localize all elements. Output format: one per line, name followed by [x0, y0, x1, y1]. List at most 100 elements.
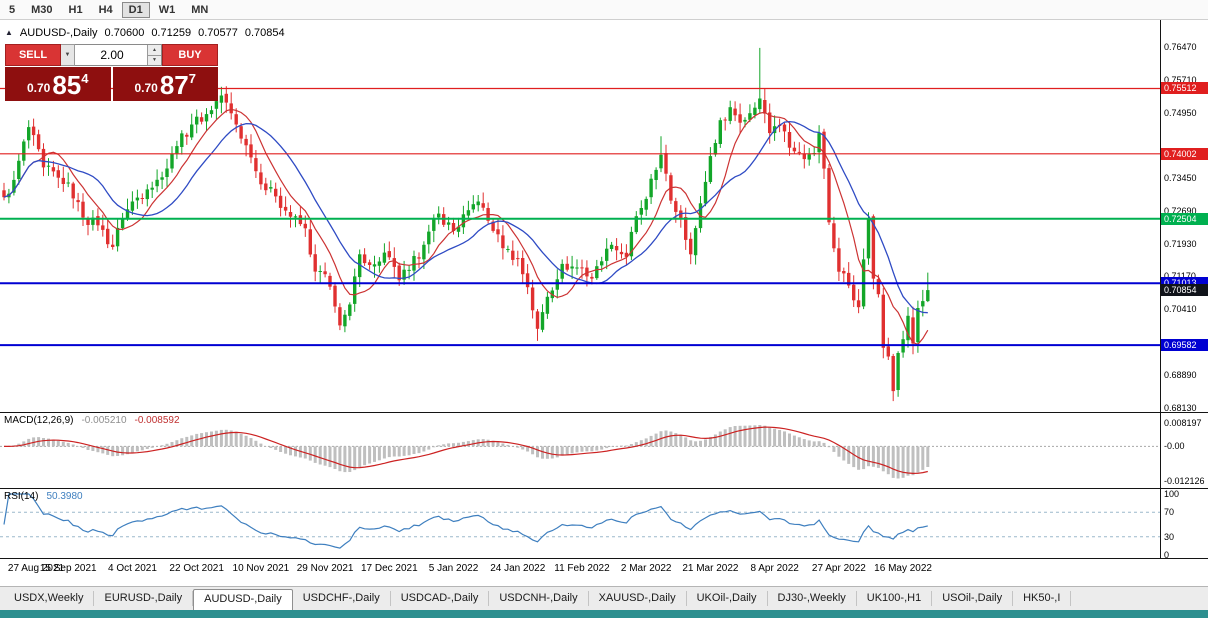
candlestick-plot[interactable] — [0, 20, 1160, 412]
ma-slow-line — [3, 120, 928, 314]
price-tick: 0.71170 — [1164, 271, 1196, 281]
chart-tab-xauusd-daily[interactable]: XAUUSD-,Daily — [589, 591, 687, 606]
price-tick: 0.71930 — [1164, 238, 1197, 249]
chart-tab-usdx-weekly[interactable]: USDX,Weekly — [4, 591, 95, 606]
sell-price-pips: 85 — [52, 70, 82, 100]
sell-button[interactable]: SELL — [5, 44, 61, 66]
macd-histogram — [7, 425, 930, 479]
sell-price-display[interactable]: 0.70 85 4 — [5, 67, 111, 101]
date-label: 29 Nov 2021 — [296, 563, 354, 574]
chart-tab-uk100-h1[interactable]: UK100-,H1 — [857, 591, 933, 606]
bottom-accent-bar — [0, 610, 1208, 618]
close-value: 0.70854 — [244, 27, 285, 39]
price-tick: 0.74950 — [1164, 107, 1197, 118]
macd-plot[interactable] — [0, 413, 1160, 488]
rsi-label: RSI(14) 50.3980 — [4, 491, 83, 502]
price-tick: 0.75710 — [1164, 74, 1197, 85]
date-label: 17 Dec 2021 — [360, 563, 418, 574]
price-tick: 0.70410 — [1164, 304, 1197, 315]
time-axis[interactable]: 27 Aug 2021 15 Sep 2021 4 Oct 2021 22 Oct 2… — [0, 559, 1208, 581]
price-tick: 0.68130 — [1164, 402, 1197, 413]
sell-price-prefix: 0.70 — [26, 81, 51, 95]
price-tick: 0.73450 — [1164, 172, 1197, 183]
date-label: 16 May 2022 — [874, 563, 932, 574]
rsi-plot[interactable] — [0, 489, 1160, 558]
chart-tab-ukoil-daily[interactable]: UKOil-,Daily — [687, 591, 768, 606]
macd-signal-line — [4, 426, 928, 475]
macd-main-value: -0.005210 — [81, 415, 127, 426]
date-label: 2 Mar 2022 — [620, 563, 672, 574]
price-chart-panel[interactable]: ▲ AUDUSD-,Daily 0.70600 0.71259 0.70577 … — [0, 20, 1208, 413]
date-label: 21 Mar 2022 — [682, 563, 739, 574]
rsi-tick: 100 — [1164, 489, 1180, 499]
timeframe-toolbar: 5 M30 H1 H4 D1 W1 MN — [0, 0, 1208, 20]
timeframe-button-H4[interactable]: H4 — [98, 3, 113, 16]
chart-tab-dj30-weekly[interactable]: DJ30-,Weekly — [768, 591, 857, 606]
chart-tab-usoil-daily[interactable]: USOil-,Daily — [932, 591, 1014, 606]
volume-field: ▲ ▼ — [75, 44, 162, 66]
macd-tick: 0.008197 — [1164, 418, 1202, 428]
chart-ohlc-header: ▲ AUDUSD-,Daily 0.70600 0.71259 0.70577 … — [5, 27, 285, 39]
rsi-tick: 0 — [1164, 550, 1170, 560]
macd-panel[interactable]: MACD(12,26,9) -0.005210 -0.008592 0.0081… — [0, 413, 1208, 489]
volume-input[interactable] — [75, 45, 161, 65]
timeframe-button-MN[interactable]: MN — [191, 3, 209, 16]
timeframe-button-M30[interactable]: M30 — [31, 3, 53, 16]
volume-decrement-button[interactable]: ▼ — [148, 55, 161, 65]
date-label: 27 Aug 2021 — [7, 563, 65, 574]
volume-increment-button[interactable]: ▲ — [148, 45, 161, 56]
one-click-trading-widget: SELL ▼ ▲ ▼ BUY 0.70 85 4 0.7 — [5, 44, 218, 101]
chart-tab-audusd-daily[interactable]: AUDUSD-,Daily — [193, 588, 293, 610]
one-click-collapse-icon[interactable]: ▲ — [5, 28, 13, 37]
timeframe-button-D1[interactable]: D1 — [121, 1, 150, 18]
high-value: 0.71259 — [151, 27, 192, 39]
ma-fast-line — [3, 108, 929, 346]
macd-signal-value: -0.008592 — [134, 415, 180, 426]
rsi-line — [3, 493, 928, 549]
buy-price-pips: 87 — [159, 70, 189, 100]
date-label: 11 Feb 2022 — [554, 563, 610, 574]
price-tick: 0.68890 — [1164, 370, 1197, 381]
chart-tab-hk50-i[interactable]: HK50-,I — [1013, 591, 1072, 606]
rsi-panel[interactable]: RSI(14) 50.3980 100 70 30 0 — [0, 489, 1208, 560]
date-label: 5 Jan 2022 — [428, 563, 479, 574]
rsi-tick: 70 — [1164, 507, 1175, 518]
chart-tab-eurusd-daily[interactable]: EURUSD-,Daily — [94, 591, 194, 606]
date-label: 22 Oct 2021 — [169, 563, 224, 574]
rsi-value: 50.3980 — [46, 491, 83, 502]
chevron-down-icon: ▼ — [64, 52, 71, 58]
low-value: 0.70577 — [198, 27, 238, 39]
buy-price-display[interactable]: 0.70 87 7 — [112, 67, 218, 101]
chart-tabs-bar: USDX,Weekly EURUSD-,Daily AUDUSD-,Daily USD… — [0, 586, 1208, 610]
price-axis[interactable]: 0.76470 0.75710 0.74950 0.73450 0.72690 0.719… — [1160, 20, 1208, 413]
date-label: 4 Oct 2021 — [107, 563, 157, 574]
chart-tab-usdcnh-daily[interactable]: USDCNH-,Daily — [489, 591, 589, 606]
price-tick: 0.76470 — [1164, 42, 1197, 52]
macd-name: MACD(12,26,9) — [4, 415, 74, 426]
date-label: 15 Sep 2021 — [39, 563, 97, 574]
level-price-tag: 0.69582 — [1161, 339, 1208, 352]
macd-axis[interactable]: 0.008197 -0.00 -0.012126 — [1160, 413, 1208, 488]
date-label: 8 Apr 2022 — [750, 563, 799, 574]
chart-tab-usdchf-daily[interactable]: USDCHF-,Daily — [293, 591, 391, 606]
date-label: 10 Nov 2021 — [232, 563, 290, 574]
level-price-tag: 0.75512 — [1161, 82, 1208, 95]
rsi-axis[interactable]: 100 70 30 0 — [1160, 489, 1208, 560]
price-tick: 0.72690 — [1164, 205, 1197, 216]
current-price-tag: 0.70854 — [1161, 284, 1208, 297]
date-label: 27 Apr 2022 — [811, 563, 866, 574]
level-price-tag: 0.72504 — [1161, 212, 1208, 225]
chart-tab-usdcad-daily[interactable]: USDCAD-,Daily — [391, 591, 490, 606]
volume-dropdown-button[interactable]: ▼ — [61, 44, 75, 66]
rsi-name: RSI(14) — [4, 491, 39, 502]
macd-tick: -0.00 — [1164, 441, 1185, 452]
timeframe-button-W1[interactable]: W1 — [158, 3, 176, 16]
buy-price-point: 7 — [188, 71, 196, 86]
buy-price-prefix: 0.70 — [134, 81, 158, 95]
level-price-tag: 0.74002 — [1161, 147, 1208, 160]
timeframe-button-5[interactable]: 5 — [9, 3, 16, 16]
date-label: 24 Jan 2022 — [490, 563, 546, 574]
buy-button[interactable]: BUY — [162, 44, 218, 66]
timeframe-button-H1[interactable]: H1 — [68, 3, 83, 16]
